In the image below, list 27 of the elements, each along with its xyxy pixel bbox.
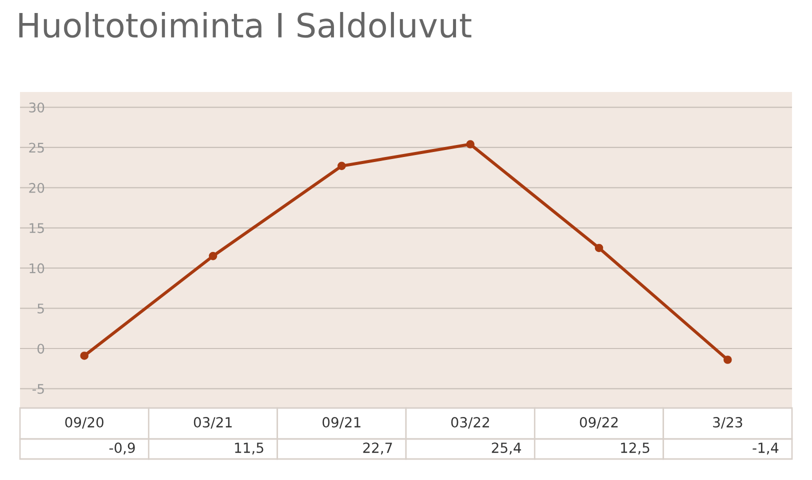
data-label: 11,5 bbox=[235, 442, 264, 454]
x-tick-label: 09/20 bbox=[65, 417, 104, 429]
point bbox=[338, 162, 346, 170]
chart-title: Huoltotoiminta I Saldoluvut bbox=[19, 12, 472, 38]
point bbox=[80, 352, 88, 360]
x-tick-label: 09/21 bbox=[322, 417, 360, 429]
y-tick-label: 30 bbox=[29, 102, 44, 112]
point bbox=[724, 356, 732, 364]
data-label: -1,4 bbox=[752, 442, 778, 454]
point bbox=[466, 140, 474, 148]
y-tick-label: 15 bbox=[30, 223, 44, 234]
x-tick-label: 09/22 bbox=[580, 417, 618, 429]
point bbox=[594, 244, 604, 252]
point bbox=[208, 252, 218, 260]
data-label: 22,7 bbox=[363, 442, 392, 454]
x-tick-label: 03/22 bbox=[451, 417, 489, 429]
y-tick-label: 0 bbox=[37, 344, 44, 354]
y-tick-label: -5 bbox=[32, 384, 44, 394]
data-label: 12,5 bbox=[621, 442, 650, 454]
y-tick-label: 20 bbox=[29, 182, 44, 193]
x-tick-label: 3/23 bbox=[713, 417, 742, 429]
y-tick-label: 10 bbox=[30, 263, 44, 274]
x-tick-label: 03/21 bbox=[194, 417, 232, 429]
data-label: 25,4 bbox=[492, 442, 522, 454]
y-tick-label: 5 bbox=[38, 304, 44, 314]
data-label: -0,9 bbox=[109, 442, 135, 454]
y-tick-label: 25 bbox=[29, 142, 44, 153]
